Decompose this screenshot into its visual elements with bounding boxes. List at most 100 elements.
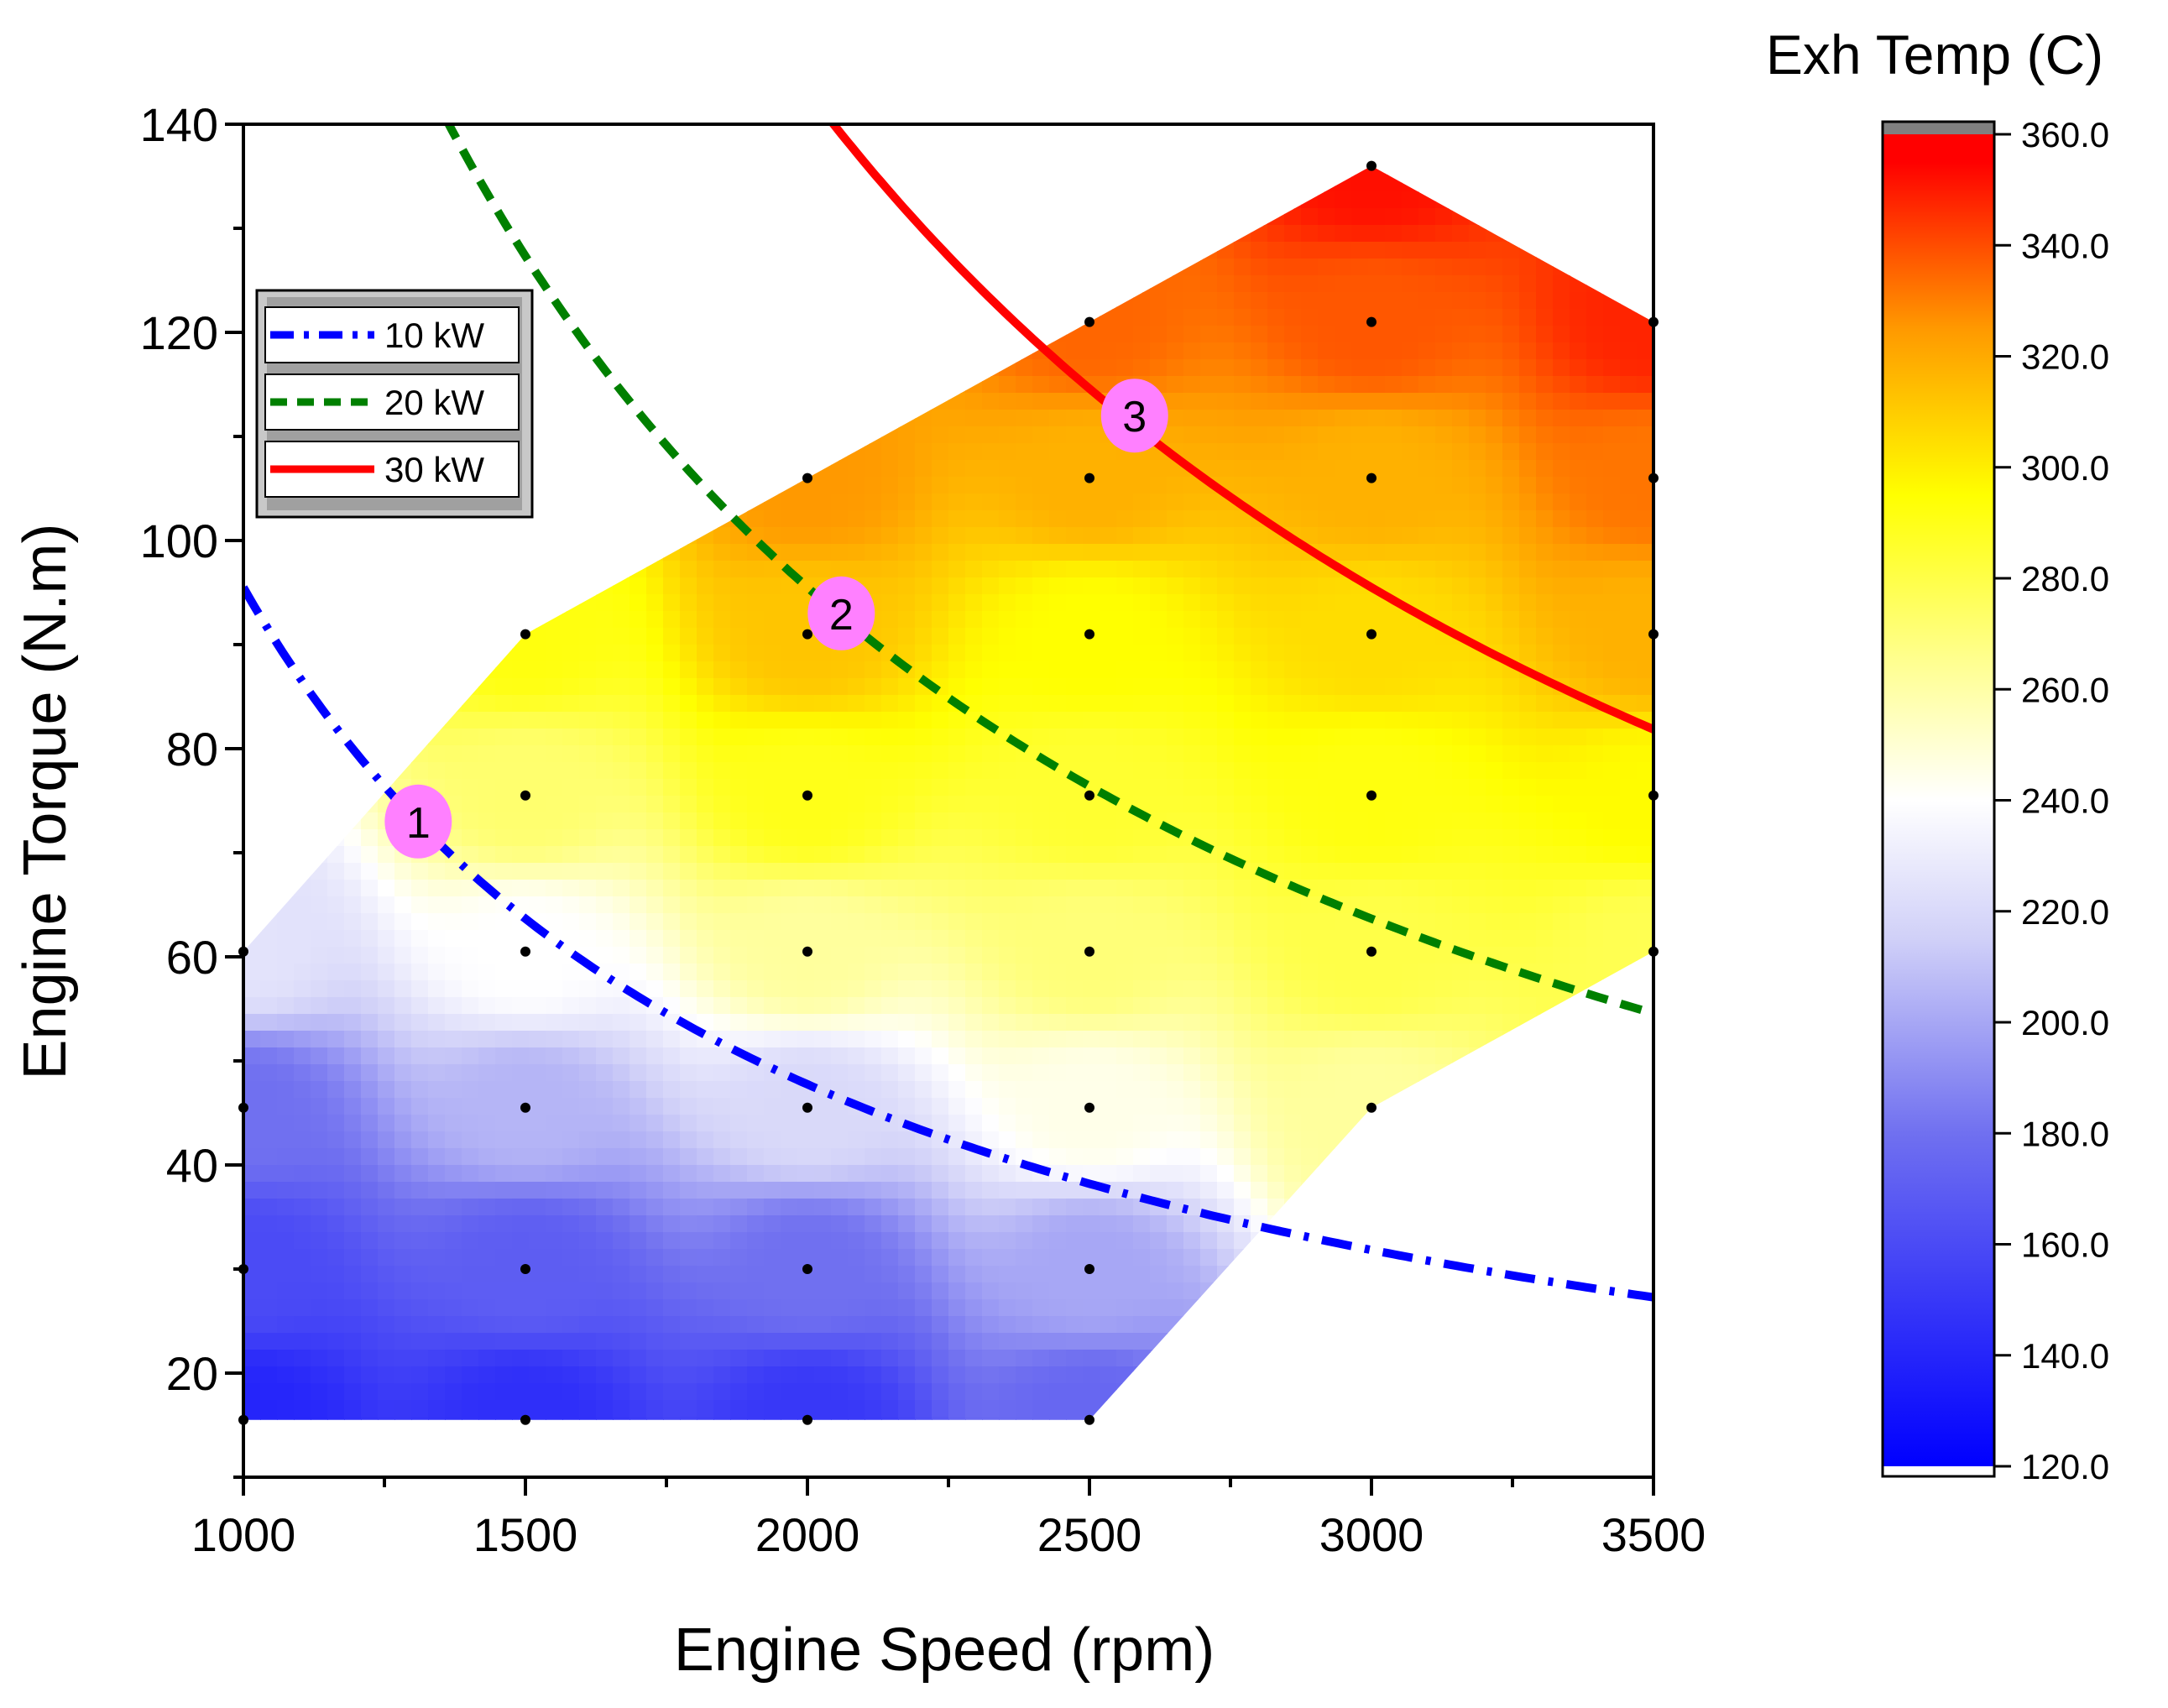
contour-cell	[445, 1249, 462, 1267]
contour-cell	[1217, 1014, 1235, 1032]
contour-cell	[764, 863, 781, 880]
contour-cell	[378, 1333, 395, 1350]
contour-cell	[428, 980, 446, 998]
contour-cell	[814, 1131, 832, 1149]
contour-cell	[865, 494, 882, 511]
contour-cell	[881, 510, 899, 528]
contour-cell	[999, 880, 1016, 897]
contour-cell	[294, 1165, 311, 1183]
contour-cell	[764, 1232, 781, 1250]
contour-cell	[831, 1148, 849, 1166]
contour-cell	[982, 1249, 1000, 1267]
contour-cell	[848, 729, 865, 746]
contour-cell	[865, 1350, 882, 1367]
contour-cell	[747, 1316, 765, 1334]
contour-cell	[512, 1081, 530, 1099]
contour-cell	[579, 729, 597, 746]
contour-cell	[697, 695, 714, 713]
contour-cell	[1032, 1131, 1050, 1149]
contour-cell	[1217, 1182, 1235, 1199]
contour-cell	[562, 829, 580, 847]
contour-cell	[1251, 779, 1268, 797]
contour-cell	[982, 1232, 1000, 1250]
contour-cell	[1116, 796, 1134, 813]
contour-cell	[848, 661, 865, 679]
contour-cell	[1083, 1199, 1100, 1216]
contour-cell	[915, 611, 933, 629]
contour-cell	[478, 1383, 496, 1401]
contour-cell	[1150, 527, 1168, 545]
contour-cell	[747, 896, 765, 914]
contour-cell	[277, 1417, 295, 1420]
contour-cell	[898, 1249, 916, 1267]
contour-cell	[663, 561, 681, 578]
contour-cell	[697, 1249, 714, 1267]
contour-cell	[1234, 947, 1251, 964]
contour-cell	[1167, 544, 1184, 561]
contour-cell	[680, 1047, 697, 1065]
contour-cell	[495, 829, 513, 847]
contour-cell	[1217, 410, 1235, 427]
contour-cell	[1234, 242, 1251, 259]
contour-cell	[529, 762, 546, 780]
contour-cell	[713, 846, 731, 864]
contour-cell	[915, 1199, 933, 1216]
contour-cell	[1032, 426, 1050, 444]
contour-cell	[1217, 913, 1235, 931]
contour-cell	[546, 1383, 563, 1401]
contour-cell	[1083, 1282, 1100, 1300]
contour-cell	[243, 997, 261, 1015]
contour-cell	[1016, 494, 1033, 511]
contour-cell	[948, 1249, 966, 1267]
contour-cell	[1083, 930, 1100, 948]
contour-cell	[764, 678, 781, 696]
contour-cell	[462, 947, 479, 964]
contour-cell	[814, 510, 832, 528]
contour-cell	[512, 880, 530, 897]
contour-cell	[1133, 712, 1151, 729]
contour-cell	[764, 695, 781, 713]
contour-cell	[713, 1064, 731, 1082]
contour-cell	[730, 1266, 748, 1283]
contour-cell	[344, 1098, 362, 1115]
contour-cell	[1167, 326, 1184, 343]
contour-cell	[999, 796, 1016, 813]
contour-cell	[999, 661, 1016, 679]
contour-cell	[445, 1115, 462, 1132]
contour-cell	[1133, 1316, 1151, 1334]
contour-cell	[311, 1165, 328, 1183]
contour-cell	[1200, 1047, 1218, 1065]
contour-cell	[478, 1400, 496, 1418]
contour-cell	[478, 1182, 496, 1199]
contour-cell	[730, 779, 748, 797]
contour-cell	[1234, 376, 1251, 394]
contour-cell	[999, 645, 1016, 662]
contour-cell	[1016, 1182, 1033, 1199]
contour-cell	[965, 443, 983, 461]
contour-cell	[596, 796, 614, 813]
contour-cell	[831, 695, 849, 713]
contour-cell	[663, 1232, 681, 1250]
contour-cell	[579, 1266, 597, 1283]
contour-cell	[1217, 510, 1235, 528]
contour-cell	[529, 1081, 546, 1099]
contour-cell	[713, 1383, 731, 1401]
contour-cell	[881, 729, 899, 746]
contour-cell	[630, 1165, 647, 1183]
contour-cell	[512, 645, 530, 662]
contour-cell	[512, 1350, 530, 1367]
contour-cell	[1016, 812, 1033, 830]
contour-cell	[327, 1215, 345, 1233]
contour-cell	[831, 1316, 849, 1334]
contour-cell	[327, 1098, 345, 1115]
contour-cell	[663, 1031, 681, 1048]
contour-cell	[1049, 980, 1067, 998]
contour-cell	[982, 410, 1000, 427]
contour-cell	[378, 846, 395, 864]
contour-cell	[781, 1400, 798, 1418]
contour-cell	[948, 1350, 966, 1367]
contour-cell	[865, 1400, 882, 1418]
contour-cell	[1083, 1148, 1100, 1166]
contour-cell	[243, 1249, 261, 1267]
contour-cell	[680, 1266, 697, 1283]
